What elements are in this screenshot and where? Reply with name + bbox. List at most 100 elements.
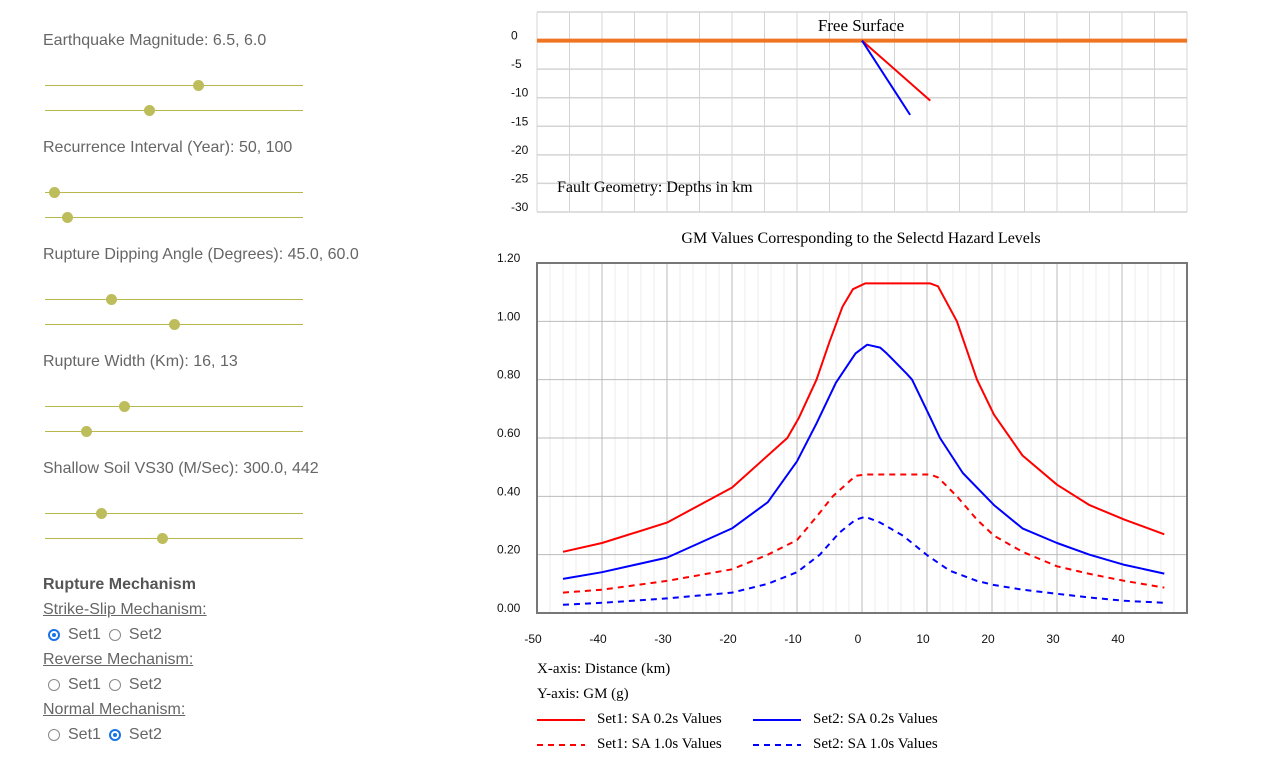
gm-chart-title: GM Values Corresponding to the Selectd H…: [681, 230, 1040, 247]
option-label: Set2: [128, 626, 162, 643]
option-label: Set2: [128, 726, 162, 743]
option-label: Set1: [68, 676, 101, 693]
vs30-slider-set2[interactable]: [45, 533, 303, 544]
rupture-width-label: Rupture Width (Km): 16, 13: [43, 353, 238, 370]
radio-button[interactable]: [48, 729, 60, 741]
gm-y-tick-label: 0.00: [497, 601, 521, 615]
gm-x-tick-label: -20: [719, 632, 737, 646]
fault-y-tick-label: 0: [511, 29, 518, 43]
dip-angle-slider-set1[interactable]: [45, 294, 303, 305]
strike-slip-set1-option[interactable]: Set1: [48, 626, 101, 644]
strike-slip-radio-group: Set1 Set2: [48, 626, 170, 644]
gm-x-tick-label: 20: [981, 632, 995, 646]
rupture-mechanism-title: Rupture Mechanism: [43, 576, 196, 593]
reverse-label: Reverse Mechanism:: [43, 651, 194, 668]
gm-x-tick-label: -50: [524, 632, 542, 646]
slider-thumb[interactable]: [81, 426, 93, 437]
gm-series-line: [562, 473, 1165, 594]
fault-y-tick-label: -5: [511, 57, 522, 71]
gm-plot-border: [536, 262, 1188, 614]
reverse-radio-group: Set1 Set2: [48, 676, 170, 694]
gm-y-tick-label: 0.20: [497, 543, 521, 557]
recurrence-label: Recurrence Interval (Year): 50, 100: [43, 139, 293, 156]
fault-y-tick-label: -30: [511, 200, 529, 214]
dip-angle-label: Rupture Dipping Angle (Degrees): 45.0, 6…: [43, 246, 359, 263]
fault-y-tick-label: -15: [511, 114, 529, 128]
gm-x-tick-label: -40: [589, 632, 607, 646]
normal-set2-option[interactable]: Set2: [108, 726, 162, 744]
magnitude-label: Earthquake Magnitude: 6.5, 6.0: [43, 32, 267, 49]
legend-label: Set2: SA 0.2s Values: [813, 711, 938, 727]
slider-thumb[interactable]: [169, 319, 180, 330]
fault-trace-line: [861, 39, 931, 102]
vs30-slider-set1[interactable]: [45, 508, 303, 519]
option-label: Set2: [128, 676, 162, 693]
gm-chart: GM Values Corresponding to the Selectd H…: [497, 230, 1188, 752]
gm-x-axis-label: X-axis: Distance (km): [537, 661, 670, 677]
rupture-width-slider-set2[interactable]: [45, 426, 303, 437]
legend-label: Set1: SA 1.0s Values: [597, 736, 722, 752]
legend-label: Set1: SA 0.2s Values: [597, 711, 722, 727]
radio-button[interactable]: [48, 629, 60, 641]
vs30-label: Shallow Soil VS30 (M/Sec): 300.0, 442: [43, 460, 319, 477]
fault-chart-annotation: Fault Geometry: Depths in km: [557, 179, 753, 196]
gm-y-tick-label: 1.00: [497, 309, 521, 323]
slider-thumb[interactable]: [106, 294, 118, 305]
strike-slip-label: Strike-Slip Mechanism:: [43, 601, 207, 618]
gm-x-ticks: -50 -40 -30 -20 -10 0 10 20 30 40: [524, 632, 1125, 646]
gm-y-tick-label: 1.20: [497, 251, 521, 265]
normal-radio-group: Set1 Set2: [48, 726, 170, 744]
slider-thumb[interactable]: [143, 105, 155, 116]
fault-y-tick-label: -10: [511, 86, 529, 100]
gm-grid: [536, 262, 1188, 614]
gm-series-line: [562, 282, 1165, 553]
gm-x-tick-label: 10: [916, 632, 930, 646]
fault-y-ticks: 0 -5 -10 -15 -20 -25 -30: [511, 29, 529, 214]
slider-thumb[interactable]: [95, 508, 107, 519]
gm-x-tick-label: -30: [654, 632, 672, 646]
gm-x-tick-label: -10: [784, 632, 802, 646]
gm-y-tick-label: 0.80: [497, 368, 521, 382]
gm-y-tick-label: 0.40: [497, 484, 521, 498]
normal-label: Normal Mechanism:: [43, 701, 186, 718]
rupture-width-slider-set1[interactable]: [45, 401, 303, 412]
slider-thumb[interactable]: [118, 401, 130, 412]
fault-y-tick-label: -20: [511, 143, 529, 157]
radio-button[interactable]: [108, 679, 121, 691]
gm-y-tick-label: 0.60: [497, 426, 521, 440]
fault-lines: [537, 38, 1187, 116]
slider-thumb[interactable]: [192, 80, 204, 91]
radio-button[interactable]: [108, 729, 121, 741]
gm-x-tick-label: 30: [1046, 632, 1060, 646]
legend-label: Set2: SA 1.0s Values: [813, 736, 938, 752]
radio-button[interactable]: [108, 629, 121, 641]
slider-thumb[interactable]: [156, 533, 168, 544]
option-label: Set1: [68, 726, 101, 743]
magnitude-slider-set1[interactable]: [45, 80, 303, 91]
gm-x-tick-label: 40: [1111, 632, 1125, 646]
reverse-set2-option[interactable]: Set2: [108, 676, 162, 694]
recurrence-slider-set1[interactable]: [45, 187, 303, 198]
radio-button[interactable]: [48, 679, 60, 691]
dip-angle-slider-set2[interactable]: [45, 319, 303, 330]
gm-series: [562, 282, 1165, 606]
gm-series-line: [562, 515, 1165, 606]
fault-y-tick-label: -25: [511, 171, 529, 185]
reverse-set1-option[interactable]: Set1: [48, 676, 101, 694]
slider-thumb[interactable]: [49, 187, 61, 198]
fault-trace-line: [861, 40, 911, 116]
gm-series-line: [562, 343, 1165, 580]
fault-chart-title: Free Surface: [818, 16, 904, 35]
gm-y-axis-label: Y-axis: GM (g): [537, 686, 629, 702]
gm-x-tick-label: 0: [855, 632, 862, 646]
slider-thumb[interactable]: [61, 212, 73, 223]
normal-set1-option[interactable]: Set1: [48, 726, 101, 744]
fault-geometry-chart: 0 -5 -10 -15 -20 -25 -30 Free Surface Fault Ge…: [511, 11, 1188, 214]
option-label: Set1: [68, 626, 101, 643]
gm-y-ticks: 1.20 1.00 0.80 0.60 0.40 0.20 0.00: [497, 251, 521, 615]
magnitude-slider-set2[interactable]: [45, 105, 303, 116]
recurrence-slider-set2[interactable]: [45, 212, 303, 223]
gm-legend: Set1: SA 0.2s Values Set2: SA 0.2s Values…: [537, 711, 938, 752]
strike-slip-set2-option[interactable]: Set2: [108, 626, 162, 644]
